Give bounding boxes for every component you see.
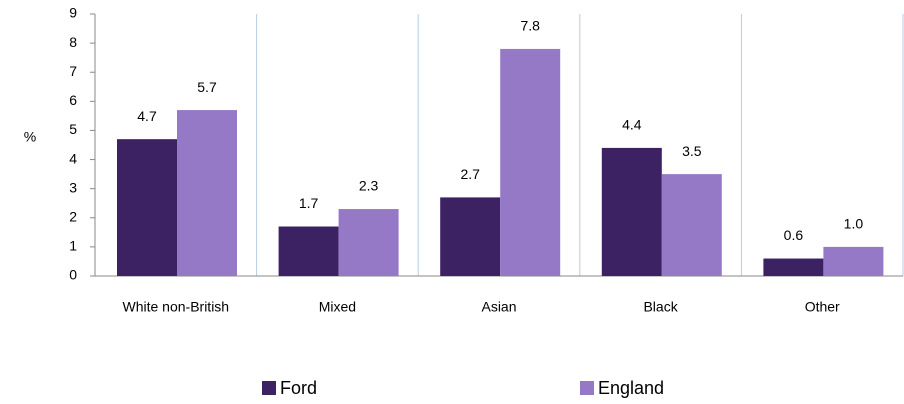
legend-swatch: [580, 381, 594, 395]
bar: [823, 246, 884, 276]
value-label: 1.7: [299, 195, 319, 211]
legend-label: England: [598, 378, 664, 398]
bar: [177, 110, 237, 276]
y-tick-label: 7: [69, 63, 77, 79]
value-label: 1.0: [844, 216, 864, 232]
legend-item: Ford: [262, 378, 317, 398]
y-tick-label: 1: [69, 238, 77, 254]
legend-label: Ford: [280, 378, 317, 398]
bar: [500, 48, 561, 276]
legend-item: England: [580, 378, 664, 398]
y-tick-label: 5: [69, 121, 77, 137]
value-label: 2.3: [359, 178, 379, 194]
y-tick-label: 4: [69, 150, 77, 166]
value-label: 4.4: [622, 117, 642, 133]
value-label: 3.5: [682, 143, 702, 159]
y-tick-label: 9: [69, 5, 77, 21]
y-tick-label: 8: [69, 34, 77, 50]
value-label: 4.7: [137, 108, 157, 124]
y-tick-label: 3: [69, 179, 77, 195]
x-tick-label: Black: [643, 299, 678, 315]
y-tick-label: 0: [69, 267, 77, 283]
value-label: 0.6: [784, 227, 804, 243]
bar: [440, 197, 501, 276]
value-label: 5.7: [197, 79, 217, 95]
bar: [278, 226, 339, 276]
y-tick-label: 2: [69, 208, 77, 224]
x-tick-label: Other: [805, 299, 840, 315]
y-axis-label: %: [24, 129, 36, 145]
value-label: 7.8: [520, 18, 540, 34]
y-tick-label: 6: [69, 92, 77, 108]
x-tick-label: Asian: [481, 299, 516, 315]
bar: [338, 209, 399, 276]
bar: [601, 147, 662, 276]
legend-swatch: [262, 381, 276, 395]
bar: [117, 139, 177, 276]
bar: [763, 258, 824, 276]
bar: [661, 174, 722, 276]
value-label: 2.7: [460, 166, 480, 182]
x-tick-label: White non-British: [123, 299, 230, 315]
x-tick-label: Mixed: [319, 299, 356, 315]
